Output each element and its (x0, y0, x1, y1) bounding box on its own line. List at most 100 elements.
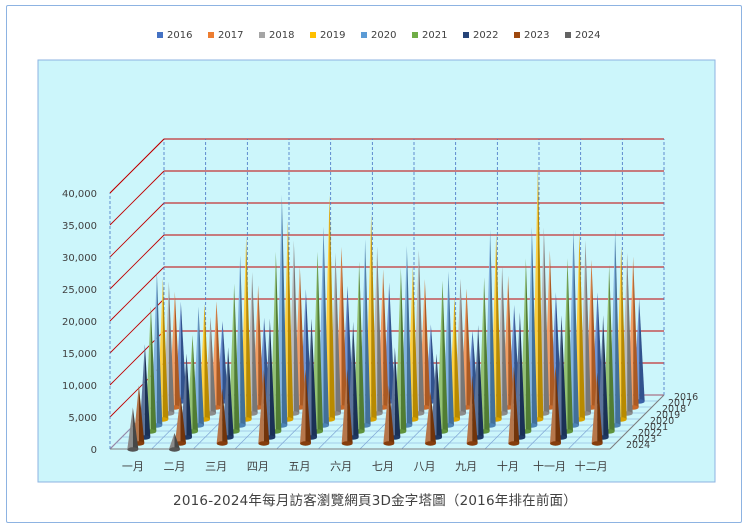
cone-mark-dark (430, 391, 436, 446)
cone-mark-dark (633, 256, 639, 410)
cone-mark-light (341, 369, 348, 446)
legend-item: 2024 (565, 27, 600, 43)
cone-mark-dark (639, 298, 645, 404)
legend-item: 2020 (361, 27, 396, 43)
cone-mark-light (300, 369, 306, 446)
cone-mark-dark (377, 246, 383, 416)
cone-mark-dark (621, 246, 627, 422)
depth-tick-label: 2023 (632, 434, 656, 445)
legend-swatch (157, 32, 163, 38)
cone-mark-dark (508, 275, 514, 410)
gridline-side-top (109, 138, 165, 194)
y-tick-label: 30,000 (62, 253, 97, 264)
cone-mark-dark (347, 369, 353, 446)
cone-mark-dark (275, 251, 282, 434)
cone-mark-dark (281, 194, 288, 428)
gridline-side (109, 234, 165, 290)
cone-mark-dark (234, 283, 240, 434)
x-tick-label: 十月 (497, 459, 519, 473)
cone-mark-dark (174, 291, 181, 410)
legend-label: 2023 (524, 29, 550, 41)
cone-mark-dark (585, 240, 591, 416)
cone-mark-dark (329, 195, 335, 422)
cone-mark-light (127, 407, 133, 452)
cone-mark-dark (228, 347, 234, 440)
depth-tick-label: 2020 (650, 416, 674, 427)
x-tick-label: 四月 (247, 460, 269, 473)
cone-mark-dark (162, 278, 169, 422)
cone-mark-dark (573, 229, 579, 428)
cone-mark-dark (132, 407, 139, 452)
cone-mark-light (550, 366, 556, 446)
depth-tick-label: 2019 (656, 410, 680, 421)
cone-mark-dark (424, 279, 431, 410)
cone-mark-dark (335, 253, 341, 416)
x-tick-label: 七月 (372, 460, 394, 473)
cone-mark-dark (597, 372, 603, 446)
legend-item: 2016 (157, 27, 192, 43)
cone-mark-light (591, 372, 598, 446)
cone-mark-dark (383, 269, 389, 410)
cone-mark-dark (549, 250, 556, 410)
cone-mark-dark (513, 366, 520, 446)
cone-mark-dark (418, 249, 425, 416)
legend-label: 2022 (473, 29, 499, 41)
legend-item: 2023 (514, 27, 549, 43)
cone-mark-dark (591, 259, 597, 410)
cone-mark-dark (496, 233, 502, 422)
legend-swatch (310, 32, 316, 38)
depth-tick-label: 2018 (662, 404, 686, 415)
cone-mark-light (169, 433, 175, 452)
cone-mark-dark (192, 335, 198, 434)
depth-tick-label: 2021 (644, 422, 668, 433)
cone-mark-dark (317, 251, 323, 434)
cone-mark-light (383, 385, 389, 446)
cone-mark-dark (525, 258, 532, 434)
cone-mark-dark (246, 236, 252, 422)
legend-swatch (565, 32, 571, 38)
cone-mark-dark (323, 226, 329, 428)
y-tick-label: 15,000 (62, 349, 97, 360)
cone-mark-dark (263, 369, 270, 446)
cone-mark-dark (258, 285, 264, 410)
x-tick-label: 一月 (122, 460, 144, 473)
cone-mark-dark (478, 325, 484, 440)
depth-tick-label: 2017 (668, 398, 692, 409)
legend-item: 2019 (310, 27, 345, 43)
cone-mark-dark (168, 281, 175, 416)
cone-mark-dark (210, 317, 216, 416)
cone-mark-dark (579, 233, 585, 422)
legend-label: 2016 (167, 29, 193, 41)
y-tick-label: 20,000 (62, 317, 97, 328)
cone-mark-dark (240, 255, 246, 428)
cone-mark-dark (627, 253, 633, 416)
cone-mark-dark (543, 227, 550, 416)
cone-mark-dark (359, 261, 365, 434)
cone-mark-dark (519, 312, 526, 440)
cone-mark-dark (186, 353, 192, 440)
cone-mark-dark (150, 306, 157, 434)
cone-mark-dark (371, 214, 377, 422)
gridline-side (109, 298, 165, 354)
cone-base (508, 441, 520, 446)
cone-mark-light (175, 395, 181, 446)
depth-tick-label: 2016 (674, 392, 698, 403)
cone-mark-dark (138, 385, 145, 446)
chart-legend: 2016 2017 2018 2019 2020 2021 2022 2023 2024 (0, 27, 750, 43)
cone-base (591, 441, 603, 446)
cone-mark-dark (460, 278, 466, 416)
legend-label: 2018 (269, 29, 295, 41)
y-tick-label: 25,000 (62, 285, 97, 296)
x-tick-label: 五月 (289, 460, 311, 473)
cone-mark-dark (293, 240, 300, 416)
cone-base (425, 441, 436, 446)
cone-mark-dark (305, 369, 311, 446)
cone-mark-dark (466, 288, 472, 410)
legend-swatch (361, 32, 367, 38)
cone-mark-dark (502, 265, 508, 416)
cone-mark-dark (603, 315, 609, 440)
x-tick-label: 三月 (205, 460, 227, 473)
cone-base (127, 447, 139, 452)
cone-mark-dark (144, 344, 151, 440)
